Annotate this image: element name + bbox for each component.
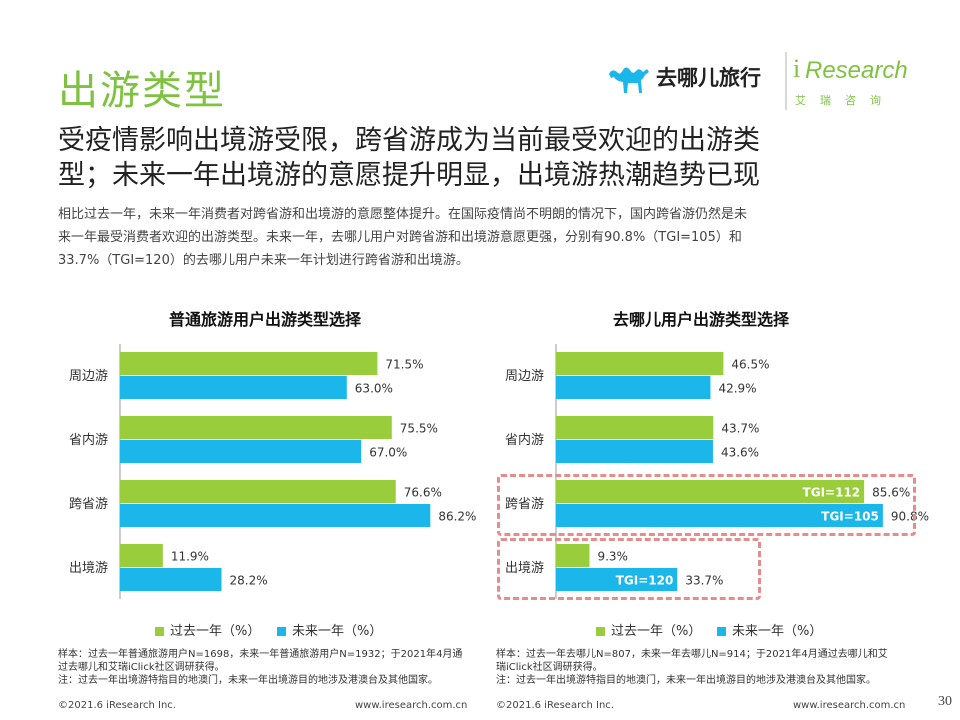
chart-left-data-label: 63.0% — [355, 382, 393, 396]
chart-right-bar — [556, 504, 883, 527]
chart-left-bar — [120, 440, 362, 463]
headline-line-1: 受疫情影响出境游受限，跨省游成为当前最受欢迎的出游类 — [58, 125, 760, 156]
highlight-box-outbound — [497, 538, 761, 600]
note-right-line-2: 瑞iClick社区调研获得。 — [496, 662, 603, 673]
chart-right-category-label: 出境游 — [505, 561, 544, 576]
chart-right-title: 去哪儿用户出游类型选择 — [612, 310, 789, 329]
chart-left-bar — [120, 568, 222, 591]
description-line-1: 相比过去一年，未来一年消费者对跨省游和出境游的意愿整体提升。在国际疫情尚不明朗的… — [58, 207, 748, 222]
chart-right-category-label: 跨省游 — [505, 497, 544, 512]
headline-line-2: 型；未来一年出境游的意愿提升明显，出境游热潮趋势已现 — [58, 160, 760, 191]
legend-right-next: 未来一年（%） — [717, 620, 822, 639]
legend-next-label: 未来一年（%） — [292, 624, 383, 639]
chart-left-category-label: 省内游 — [69, 432, 108, 448]
legend-past-swatch — [596, 627, 605, 636]
page-number: 30 — [938, 694, 952, 709]
chart-left-bar — [120, 544, 163, 567]
chart-left-title: 普通旅游用户出游类型选择 — [168, 310, 361, 329]
note-left-line-3: 注：过去一年出境游特指目的地澳门，未来一年出境游目的地涉及港澳台及其他国家。 — [58, 675, 438, 686]
chart-right-category-label: 周边游 — [505, 369, 544, 384]
chart-right-tgi-label: TGI=105 — [821, 510, 879, 524]
iresearch-logo-word: Research — [805, 57, 908, 84]
chart-right-tgi-label: TGI=120 — [616, 574, 674, 588]
legend-left-past: 过去一年（%） — [155, 620, 260, 639]
chart-right-bar — [556, 544, 590, 567]
iresearch-logo-i: i — [793, 54, 801, 83]
chart-left-category-label: 跨省游 — [69, 497, 108, 512]
legend-past-label: 过去一年（%） — [170, 624, 261, 639]
chart-right-bar — [556, 440, 713, 463]
chart-left-category-label: 周边游 — [69, 369, 108, 384]
chart-left-bar — [120, 376, 347, 399]
footer-right-url: www.iresearch.com.cn — [793, 700, 906, 711]
chart-left-bar — [120, 352, 378, 375]
highlight-box-cross-province — [497, 474, 916, 536]
note-right-line-1: 样本：过去一年去哪儿N=807，未来一年去哪儿N=914；于2021年4月通过去… — [496, 649, 888, 660]
chart-right-tgi-label: TGI=112 — [803, 486, 861, 500]
chart-left-data-label: 67.0% — [369, 446, 407, 460]
legend-next-swatch — [717, 627, 726, 636]
chart-right-data-label: 43.7% — [721, 422, 759, 436]
chart-right-data-label: 43.6% — [721, 446, 759, 460]
iresearch-logo-cn: 艾瑞咨询 — [795, 94, 895, 107]
chart-left-data-label: 11.9% — [171, 550, 209, 564]
note-right: 样本：过去一年去哪儿N=807，未来一年去哪儿N=914；于2021年4月通过去… — [496, 648, 888, 687]
qunar-logo-text: 去哪儿旅行 — [656, 66, 761, 90]
footer-left-copyright: ©2021.6 iResearch Inc. — [58, 700, 176, 711]
chart-left-data-label: 75.5% — [400, 422, 438, 436]
chart-right-data-label: 46.5% — [731, 358, 769, 372]
legend-past-label: 过去一年（%） — [611, 624, 702, 639]
legend-next-swatch — [277, 627, 286, 636]
chart-right-bar — [556, 480, 865, 503]
chart-right-bar — [556, 376, 711, 399]
chart-right-bar — [556, 568, 678, 591]
chart-left-bar — [120, 504, 431, 527]
camel-logo-icon — [606, 60, 652, 102]
note-left-line-2: 过去哪儿和艾瑞iClick社区调研获得。 — [58, 662, 225, 673]
page-title: 出游类型 — [58, 68, 226, 114]
chart-right-data-label: 42.9% — [718, 382, 756, 396]
description-line-2: 来一年最受消费者欢迎的出游类型。未来一年，去哪儿用户对跨省游和出境游意愿更强，分… — [58, 230, 742, 245]
note-right-line-3: 注：过去一年出境游特指目的地澳门，未来一年出境游目的地涉及港澳台及其他国家。 — [496, 675, 876, 686]
legend-past-swatch — [155, 627, 164, 636]
chart-right-bar — [556, 416, 714, 439]
chart-left-data-label: 28.2% — [230, 574, 268, 588]
footer-right-copyright: ©2021.6 iResearch Inc. — [496, 700, 614, 711]
chart-right-data-label: 9.3% — [597, 550, 628, 564]
chart-left-data-label: 86.2% — [438, 510, 476, 524]
legend-next-label: 未来一年（%） — [732, 624, 823, 639]
description-line-3: 33.7%（TGI=120）的去哪儿用户未来一年计划进行跨省游和出境游。 — [58, 253, 469, 268]
footer-left-url: www.iresearch.com.cn — [355, 700, 468, 711]
legend-right-past: 过去一年（%） — [596, 620, 701, 639]
chart-right-data-label: 33.7% — [685, 574, 723, 588]
chart-left-data-label: 76.6% — [404, 486, 442, 500]
chart-left-data-label: 71.5% — [385, 358, 423, 372]
note-left: 样本：过去一年普通旅游用户N=1698，未来一年普通旅游用户N=1932；于20… — [58, 648, 462, 687]
chart-right-bar — [556, 352, 724, 375]
chart-right-category-label: 省内游 — [505, 432, 544, 448]
logo-divider — [785, 52, 787, 110]
chart-left-bar — [120, 480, 396, 503]
chart-left-category-label: 出境游 — [69, 561, 108, 576]
note-left-line-1: 样本：过去一年普通旅游用户N=1698，未来一年普通旅游用户N=1932；于20… — [58, 649, 463, 660]
chart-right-data-label: 90.8% — [891, 510, 929, 524]
chart-right-data-label: 85.6% — [872, 486, 910, 500]
legend-left-next: 未来一年（%） — [277, 620, 382, 639]
chart-left-bar — [120, 416, 392, 439]
